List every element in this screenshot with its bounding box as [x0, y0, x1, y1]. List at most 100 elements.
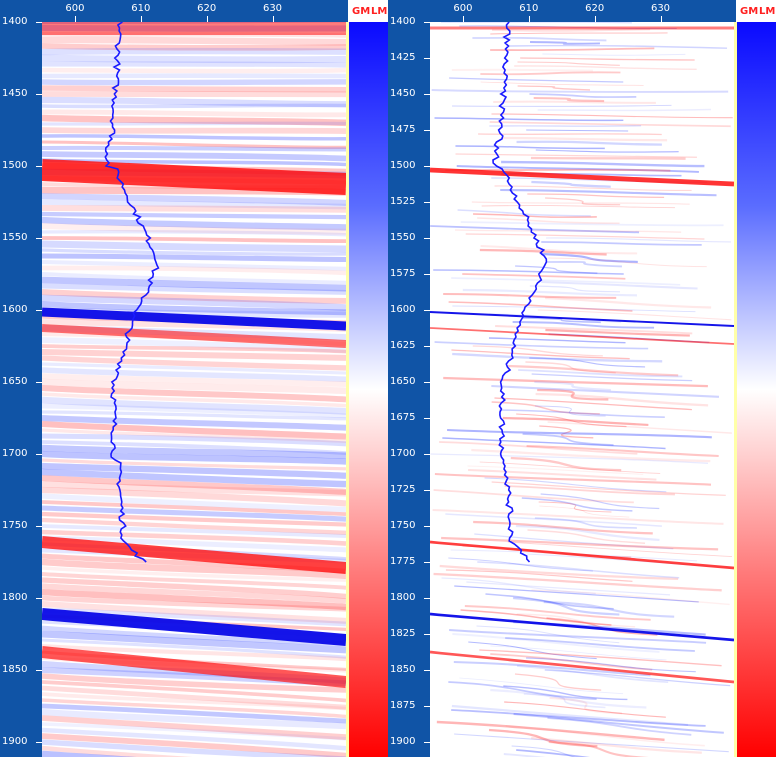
- reflector: [448, 681, 597, 700]
- reflector: [472, 345, 603, 357]
- reflector: [522, 433, 614, 446]
- seismic-panel-left: 600 610 620 630 1400 1450 1500 1550 1600 1650 170…: [0, 0, 389, 757]
- reflector: [521, 497, 633, 512]
- reflector: [452, 104, 672, 107]
- reflector: [500, 188, 717, 197]
- reflector: [449, 629, 707, 644]
- y-tick-label: 1600: [2, 304, 28, 315]
- reflector: [508, 364, 679, 377]
- reflector: [441, 577, 596, 595]
- reflector: [505, 725, 705, 747]
- well-log-trace: [492, 22, 548, 563]
- reflector: [42, 301, 346, 316]
- y-tick-label: 1775: [390, 556, 416, 567]
- major-reflector: [42, 608, 346, 646]
- reflector: [545, 328, 690, 337]
- reflector: [535, 149, 679, 153]
- reflector: [537, 108, 711, 112]
- seismic-section-right[interactable]: [430, 22, 734, 757]
- reflector: [525, 361, 616, 374]
- reflector-group: [430, 22, 734, 757]
- reflector: [491, 384, 720, 398]
- reflector: [455, 229, 682, 233]
- reflector: [545, 197, 621, 206]
- reflector: [526, 129, 629, 132]
- reflector: [42, 140, 346, 149]
- reflector: [42, 236, 346, 243]
- reflector: [42, 67, 346, 74]
- reflector: [488, 337, 626, 344]
- reflector: [42, 685, 346, 710]
- reflector: [504, 701, 666, 718]
- reflector: [534, 380, 611, 392]
- reflector: [507, 541, 732, 558]
- reflector: [42, 222, 346, 235]
- reflector: [42, 289, 346, 304]
- reflector: [42, 577, 346, 600]
- y-tick-mark: [424, 706, 430, 707]
- y-tick-label: 1650: [2, 376, 28, 387]
- reflector: [42, 428, 346, 443]
- reflector: [42, 727, 346, 751]
- colorbar-label-gm-right: GM: [740, 6, 759, 17]
- y-tick-label: 1700: [390, 448, 416, 459]
- y-tick-label: 1425: [390, 52, 416, 63]
- y-tick-label: 1550: [390, 232, 416, 243]
- reflector: [42, 355, 346, 371]
- reflector: [454, 733, 729, 753]
- reflector: [452, 633, 660, 653]
- reflector: [479, 248, 607, 256]
- reflector: [493, 100, 656, 104]
- reflector: [547, 260, 622, 268]
- reflector: [42, 468, 346, 488]
- reflector: [42, 114, 346, 127]
- reflector: [464, 605, 651, 621]
- reflector: [42, 474, 346, 496]
- reflector: [42, 444, 346, 459]
- reflector: [539, 425, 594, 439]
- x-tick-mark: [206, 16, 208, 22]
- reflector: [503, 753, 547, 757]
- reflector: [42, 511, 346, 527]
- reflector: [541, 280, 698, 290]
- y-tick-mark: [424, 526, 430, 527]
- reflector: [42, 703, 346, 724]
- y-tick-label: 1575: [390, 268, 416, 279]
- reflector: [514, 65, 697, 70]
- reflector: [477, 217, 620, 225]
- reflector: [490, 653, 653, 671]
- reflector: [42, 145, 346, 152]
- reflector: [491, 113, 733, 119]
- reflector: [42, 638, 346, 659]
- reflector: [511, 745, 576, 757]
- reflector: [42, 199, 346, 210]
- reflector: [473, 213, 597, 218]
- reflector: [432, 508, 724, 525]
- reflector: [449, 77, 624, 83]
- major-reflector: [430, 167, 734, 187]
- y-tick-mark: [36, 598, 42, 599]
- major-reflector: [430, 327, 734, 345]
- reflector: [42, 253, 346, 262]
- reflector: [538, 501, 612, 513]
- reflector: [42, 588, 346, 611]
- y-tick-mark: [36, 22, 42, 23]
- reflector: [42, 722, 346, 741]
- reflector: [530, 156, 686, 160]
- reflector: [42, 524, 346, 538]
- seismic-section-left[interactable]: [42, 22, 346, 757]
- reflector: [42, 415, 346, 431]
- y-tick-label: 1450: [390, 88, 416, 99]
- y-tick-label: 1500: [390, 160, 416, 171]
- reflector: [479, 461, 661, 474]
- reflector: [42, 385, 346, 403]
- reflector: [42, 462, 346, 479]
- y-tick-mark: [36, 742, 42, 743]
- y-tick-mark: [36, 238, 42, 239]
- reflector: [460, 221, 724, 227]
- reflector: [542, 53, 686, 56]
- reflector: [488, 728, 598, 748]
- reflector: [455, 153, 697, 158]
- y-tick-label: 1525: [390, 196, 416, 207]
- reflector: [42, 121, 346, 126]
